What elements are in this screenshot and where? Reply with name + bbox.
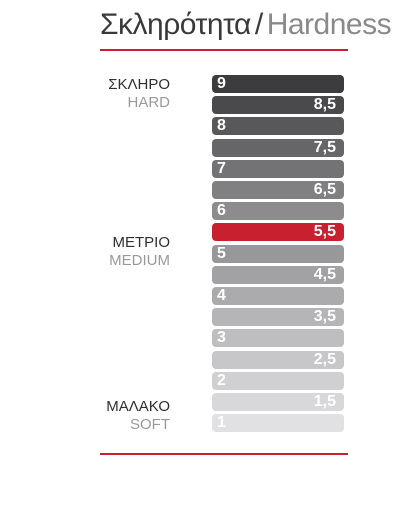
label-hard-greek: ΣΚΛΗΡΟ bbox=[108, 76, 170, 93]
page-title: Σκληρότητα / Hardness bbox=[100, 8, 392, 42]
label-soft-english: SOFT bbox=[130, 416, 170, 433]
hardness-bar-value: 6,5 bbox=[313, 181, 336, 198]
hardness-bar-value: 7,5 bbox=[313, 139, 336, 156]
hardness-bar-value: 4 bbox=[217, 287, 226, 304]
hardness-bar-value: 5,5 bbox=[313, 223, 336, 240]
hardness-bar-value: 8 bbox=[217, 117, 226, 134]
hardness-bar: 8,5 bbox=[212, 96, 344, 114]
bottom-divider bbox=[100, 453, 348, 455]
hardness-bar-value: 1 bbox=[217, 414, 226, 431]
label-hard: ΣΚΛΗΡΟ HARD bbox=[100, 76, 170, 112]
hardness-bar: 5,5 bbox=[212, 223, 344, 241]
title-separator: / bbox=[254, 8, 263, 41]
title-english: Hardness bbox=[266, 8, 392, 41]
label-medium: ΜΕΤΡΙΟ MEDIUM bbox=[100, 234, 170, 270]
hardness-bar: 2 bbox=[212, 372, 344, 390]
label-medium-greek: ΜΕΤΡΙΟ bbox=[112, 234, 170, 251]
hardness-bar-value: 3,5 bbox=[313, 308, 336, 325]
hardness-bar: 7,5 bbox=[212, 139, 344, 157]
label-medium-english: MEDIUM bbox=[109, 252, 170, 269]
label-soft-greek: ΜΑΛΑΚΟ bbox=[106, 398, 170, 415]
hardness-bar-value: 6 bbox=[217, 202, 226, 219]
hardness-bar-value: 3 bbox=[217, 329, 226, 346]
hardness-bar: 6 bbox=[212, 202, 344, 220]
title-greek: Σκληρότητα bbox=[100, 8, 251, 41]
hardness-bar: 6,5 bbox=[212, 181, 344, 199]
label-hard-english: HARD bbox=[127, 94, 170, 111]
hardness-bar: 4 bbox=[212, 287, 344, 305]
hardness-bar-value: 8,5 bbox=[313, 96, 336, 113]
hardness-bar: 8 bbox=[212, 117, 344, 135]
hardness-bar-value: 2,5 bbox=[313, 351, 336, 368]
hardness-bar: 3,5 bbox=[212, 308, 344, 326]
top-divider bbox=[100, 49, 348, 51]
hardness-bar: 9 bbox=[212, 75, 344, 93]
hardness-bar-value: 4,5 bbox=[313, 266, 336, 283]
hardness-bar-value: 2 bbox=[217, 372, 226, 389]
hardness-bar-value: 1,5 bbox=[313, 393, 336, 410]
hardness-bar-value: 9 bbox=[217, 75, 226, 92]
hardness-bar-value: 7 bbox=[217, 160, 226, 177]
hardness-bar: 3 bbox=[212, 329, 344, 347]
hardness-bar-value: 5 bbox=[217, 245, 226, 262]
label-soft: ΜΑΛΑΚΟ SOFT bbox=[100, 398, 170, 434]
hardness-bar: 1,5 bbox=[212, 393, 344, 411]
hardness-bar: 5 bbox=[212, 245, 344, 263]
hardness-bar: 7 bbox=[212, 160, 344, 178]
hardness-bar: 2,5 bbox=[212, 351, 344, 369]
hardness-bar: 1 bbox=[212, 414, 344, 432]
hardness-bar: 4,5 bbox=[212, 266, 344, 284]
